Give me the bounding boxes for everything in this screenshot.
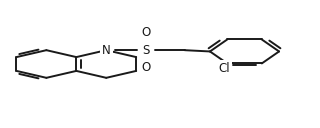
Text: N: N <box>102 44 111 57</box>
Text: O: O <box>142 26 151 39</box>
Text: O: O <box>142 61 151 74</box>
Text: S: S <box>143 44 150 57</box>
Text: Cl: Cl <box>218 62 230 75</box>
